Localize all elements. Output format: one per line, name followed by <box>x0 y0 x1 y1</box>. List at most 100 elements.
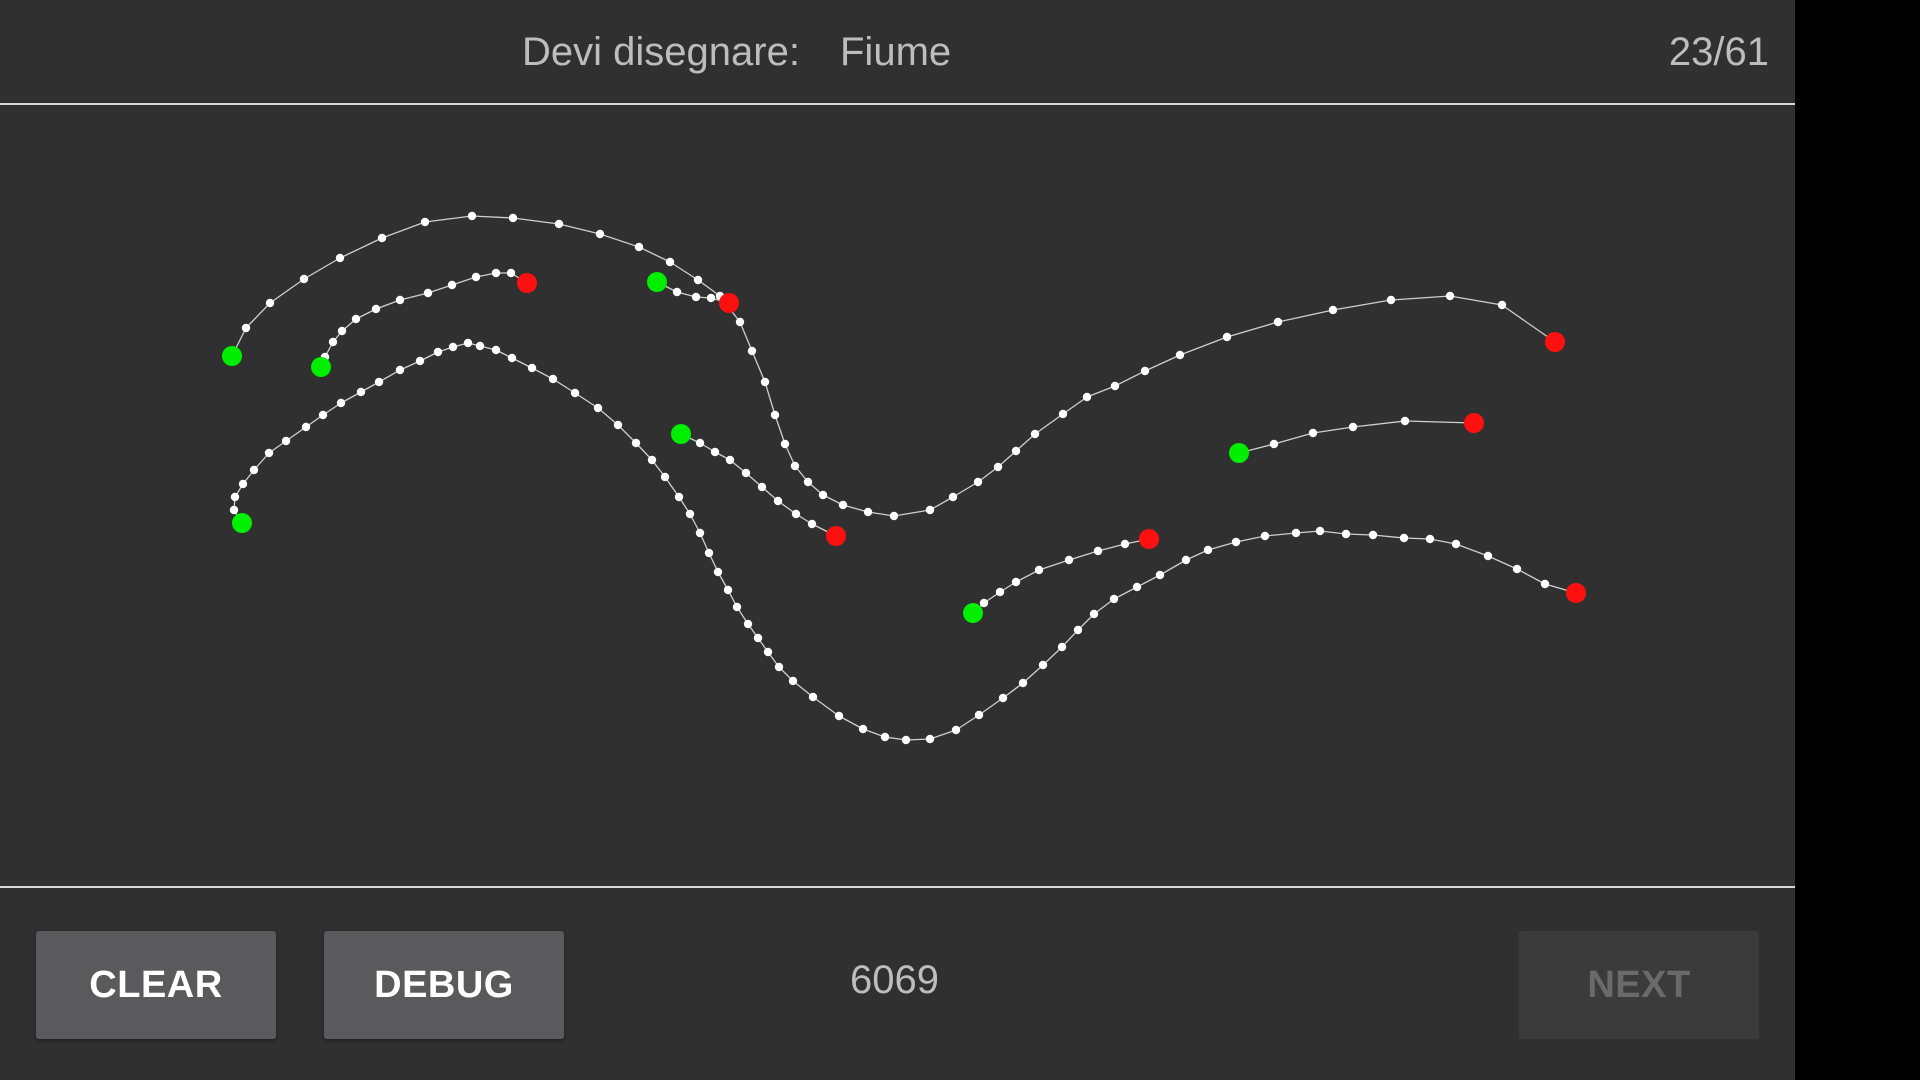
drawing-canvas[interactable] <box>0 105 1795 887</box>
stroke-7-start-point <box>1229 443 1249 463</box>
stroke-4-point <box>763 647 773 657</box>
stroke-1-point <box>1011 446 1021 456</box>
stroke-1-start-point <box>222 346 242 366</box>
stroke-4-point <box>1073 625 1083 635</box>
stroke-1-point <box>665 257 675 267</box>
stroke-4-point <box>1155 570 1165 580</box>
stroke-1-point <box>554 219 564 229</box>
stroke-4-point <box>1512 564 1522 574</box>
stroke-6-point <box>1034 565 1044 575</box>
stroke-3-point <box>672 287 682 297</box>
stroke-4-point <box>249 465 259 475</box>
stroke-5 <box>671 424 846 546</box>
stroke-4-point <box>1291 528 1301 538</box>
stroke-2-point <box>506 268 516 278</box>
stroke-1-point <box>1497 300 1507 310</box>
clear-button[interactable]: CLEAR <box>36 931 276 1039</box>
stroke-1-point <box>693 275 703 285</box>
stroke-1-point <box>265 298 275 308</box>
stroke-4-point <box>925 734 935 744</box>
stroke-1-point <box>993 462 1003 472</box>
stroke-1-point <box>1328 305 1338 315</box>
stroke-4-point <box>788 676 798 686</box>
next-button[interactable]: NEXT <box>1519 931 1759 1039</box>
stroke-1-point <box>889 511 899 521</box>
stroke-6-point <box>1064 555 1074 565</box>
stroke-4-point <box>433 347 443 357</box>
stroke-4-point <box>808 692 818 702</box>
stroke-4-point <box>1132 582 1142 592</box>
stroke-4-point <box>356 387 366 397</box>
stroke-4-point <box>527 363 537 373</box>
stroke-4-point <box>901 735 911 745</box>
stroke-4-point <box>674 492 684 502</box>
stroke-4-point <box>238 479 248 489</box>
stroke-5-point <box>791 509 801 519</box>
stroke-5-point <box>710 447 720 457</box>
stroke-2-start-point <box>311 357 331 377</box>
stroke-1-point <box>467 211 477 221</box>
stroke-3-end-point <box>719 293 739 313</box>
stroke-4-point <box>463 338 473 348</box>
stroke-5-start-point <box>671 424 691 444</box>
stroke-4-point <box>1315 526 1325 536</box>
stroke-1-point <box>735 317 745 327</box>
stroke-4-start-point <box>232 513 252 533</box>
stroke-2 <box>311 268 537 377</box>
stroke-4-point <box>570 388 580 398</box>
stroke-3-point <box>691 292 701 302</box>
stroke-5-point <box>807 519 817 529</box>
stroke-4-point <box>1181 555 1191 565</box>
stroke-4-point <box>951 725 961 735</box>
stroke-4-point <box>1368 530 1378 540</box>
stroke-4-point <box>647 455 657 465</box>
stroke-1-point <box>377 233 387 243</box>
stroke-4-point <box>1038 660 1048 670</box>
stroke-1-point <box>803 477 813 487</box>
app-screen: Devi disegnare: Fiume 23/61 CLEAR DEBUG … <box>0 0 1795 1080</box>
stroke-1-point <box>863 507 873 517</box>
stroke-5-line <box>680 433 837 537</box>
stroke-1-point <box>747 346 757 356</box>
stroke-1-point <box>1082 392 1092 402</box>
stroke-1-line <box>231 215 1556 517</box>
stroke-1-point <box>838 500 848 510</box>
score-value: 6069 <box>850 958 939 1002</box>
stroke-2-point <box>491 268 501 278</box>
stroke-4-point <box>1451 539 1461 549</box>
stroke-1-point <box>1445 291 1455 301</box>
stroke-4-point <box>374 377 384 387</box>
stroke-1-point <box>1273 317 1283 327</box>
stroke-4-point <box>415 356 425 366</box>
stroke-4-point <box>301 422 311 432</box>
stroke-4-point <box>723 585 733 595</box>
stroke-4 <box>229 338 1586 745</box>
footer-bar: CLEAR DEBUG 6069 NEXT <box>0 886 1795 1080</box>
stroke-4-point <box>1425 534 1435 544</box>
stroke-4-point <box>695 528 705 538</box>
stroke-7 <box>1229 413 1484 463</box>
stroke-7-point <box>1269 439 1279 449</box>
stroke-1-point <box>1386 295 1396 305</box>
stroke-4-point <box>1018 678 1028 688</box>
stroke-4-point <box>448 342 458 352</box>
stroke-4-point <box>858 724 868 734</box>
drawing-svg[interactable] <box>0 105 1795 887</box>
debug-button[interactable]: DEBUG <box>324 931 564 1039</box>
stroke-1-point <box>760 377 770 387</box>
stroke-4-point <box>880 732 890 742</box>
stroke-1-point <box>1030 429 1040 439</box>
stroke-5-point <box>695 438 705 448</box>
stroke-6-point <box>1093 546 1103 556</box>
stroke-7-end-point <box>1464 413 1484 433</box>
stroke-3 <box>647 272 739 313</box>
stroke-4-point <box>974 710 984 720</box>
stroke-6-line <box>972 538 1150 614</box>
stroke-4-point <box>834 711 844 721</box>
stroke-5-point <box>741 468 751 478</box>
stroke-1-point <box>790 461 800 471</box>
stroke-1-end-point <box>1545 332 1565 352</box>
stroke-6-point <box>1011 577 1021 587</box>
stroke-4-point <box>753 633 763 643</box>
stroke-4-point <box>774 662 784 672</box>
